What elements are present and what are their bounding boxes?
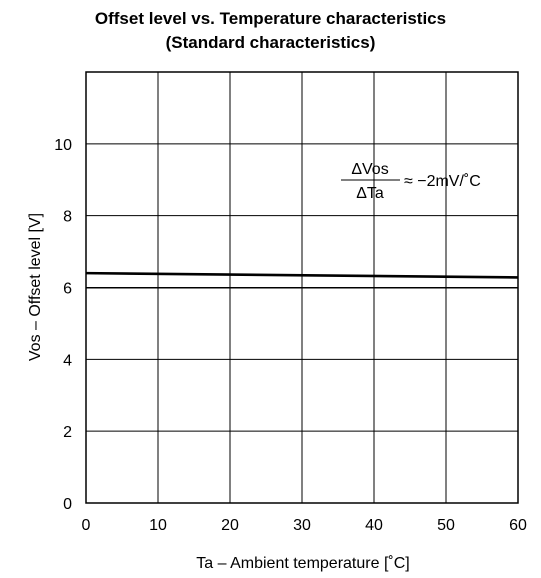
- x-tick-label: 20: [221, 517, 239, 534]
- chart-subtitle: (Standard characteristics): [165, 33, 376, 52]
- annotation-numerator: ΔVos: [351, 161, 388, 178]
- y-tick-label: 10: [54, 137, 72, 154]
- annotation-value: ≈ −2mV/˚C: [404, 173, 481, 190]
- x-tick-labels: 0 10 20 30 40 50 60: [82, 517, 527, 534]
- y-tick-label: 2: [63, 424, 72, 441]
- y-tick-label: 6: [63, 281, 72, 298]
- x-tick-label: 40: [365, 517, 383, 534]
- x-tick-label: 10: [149, 517, 167, 534]
- x-tick-label: 0: [82, 517, 91, 534]
- y-tick-label: 0: [63, 496, 72, 513]
- x-axis-label: Ta – Ambient temperature [˚C]: [196, 555, 409, 572]
- x-tick-label: 50: [437, 517, 455, 534]
- annotation-denominator: ΔTa: [356, 185, 384, 202]
- chart-title: Offset level vs. Temperature characteris…: [94, 9, 447, 28]
- x-tick-label: 60: [509, 517, 527, 534]
- y-tick-labels: 0 2 4 6 8 10: [54, 137, 72, 513]
- slope-annotation: ΔVos ΔTa ≈ −2mV/˚C: [341, 161, 481, 202]
- y-tick-label: 8: [63, 209, 72, 226]
- y-axis-label: Vos – Offset level [V]: [27, 213, 44, 361]
- y-tick-label: 4: [63, 352, 72, 369]
- x-tick-label: 30: [293, 517, 311, 534]
- series-line: [85, 271, 519, 279]
